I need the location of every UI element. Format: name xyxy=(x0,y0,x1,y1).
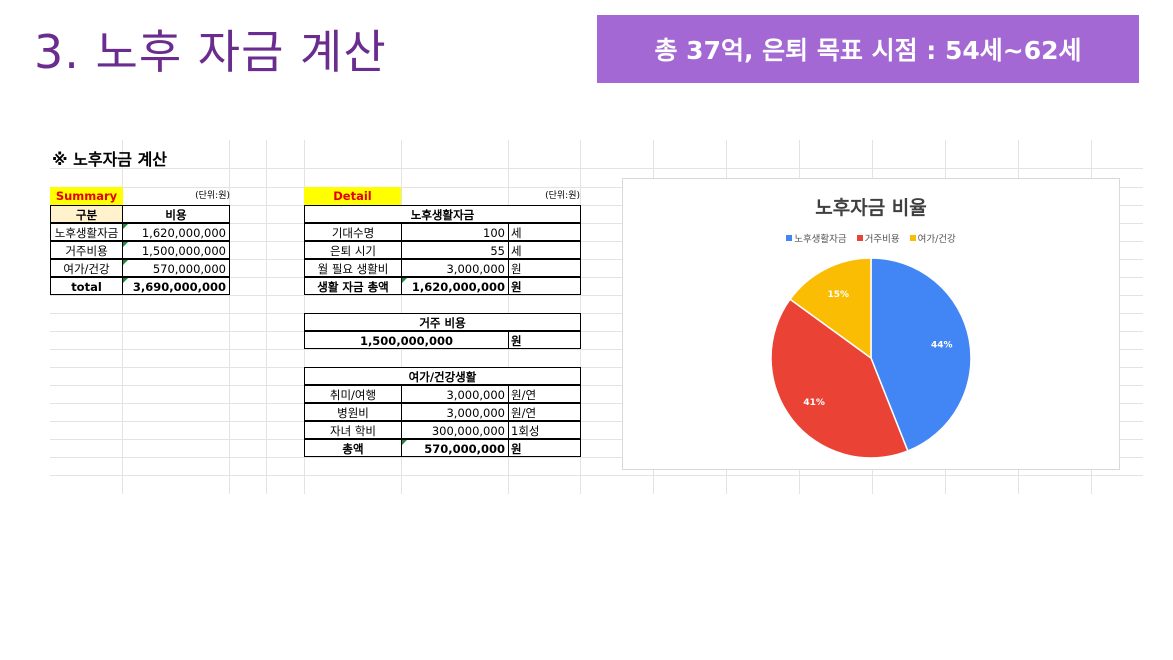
summary-header-category[interactable]: 구분 xyxy=(50,205,123,223)
legend-swatch xyxy=(856,235,863,241)
summary-total-name[interactable]: total xyxy=(50,277,123,295)
summary-total-value[interactable]: 3,690,000,000 xyxy=(122,277,230,295)
housing-unit[interactable]: 원 xyxy=(508,331,581,349)
summary-row-value[interactable]: 1,500,000,000 xyxy=(122,241,230,259)
pie-data-label: 15% xyxy=(828,290,850,300)
leisure-total-unit[interactable]: 원 xyxy=(508,439,581,457)
legend-item: 거주비용 xyxy=(856,231,900,245)
pie-chart[interactable]: 노후자금 비율 노후생활자금 거주비용 여가/건강 44% 41% 15% xyxy=(622,178,1120,470)
leisure-row-name[interactable]: 자녀 학비 xyxy=(304,421,402,439)
summary-label[interactable]: Summary xyxy=(50,187,123,205)
housing-header[interactable]: 거주 비용 xyxy=(304,313,581,331)
summary-unit[interactable]: (단위:원) xyxy=(195,191,230,201)
legend-label: 노후생활자금 xyxy=(794,234,847,245)
pie-plot: 44% 41% 15% xyxy=(770,257,972,459)
legend-label: 거주비용 xyxy=(864,234,900,245)
leisure-row-value[interactable]: 3,000,000 xyxy=(401,385,509,403)
pie-slice-housing[interactable] xyxy=(770,298,909,459)
living-row-value[interactable]: 55 xyxy=(401,241,509,259)
living-row-value[interactable]: 100 xyxy=(401,223,509,241)
leisure-row-name[interactable]: 병원비 xyxy=(304,403,402,421)
housing-value[interactable]: 1,500,000,000 xyxy=(304,331,509,349)
leisure-header[interactable]: 여가/건강생활 xyxy=(304,367,581,385)
pie-slice-living[interactable] xyxy=(870,257,972,452)
summary-header-cost[interactable]: 비용 xyxy=(122,205,230,223)
summary-row-name[interactable]: 여가/건강 xyxy=(50,259,123,277)
summary-row-name[interactable]: 거주비용 xyxy=(50,241,123,259)
summary-banner: 총 37억, 은퇴 목표 시점 : 54세~62세 xyxy=(597,15,1139,83)
summary-row-name[interactable]: 노후생활자금 xyxy=(50,223,123,241)
spreadsheet-area: ※ 노후자금 계산 Summary (단위:원) 구분 비용 노후생활자금 1,… xyxy=(50,140,1143,494)
slide-title: 3. 노후 자금 계산 xyxy=(34,25,387,79)
living-row-name[interactable]: 은퇴 시기 xyxy=(304,241,402,259)
chart-legend: 노후생활자금 거주비용 여가/건강 xyxy=(623,231,1119,245)
living-total-unit[interactable]: 원 xyxy=(508,277,581,295)
legend-swatch xyxy=(786,235,793,241)
living-row-unit[interactable]: 원 xyxy=(508,259,581,277)
leisure-row-unit[interactable]: 원/연 xyxy=(508,385,581,403)
living-row-unit[interactable]: 세 xyxy=(508,241,581,259)
summary-row-value[interactable]: 1,620,000,000 xyxy=(122,223,230,241)
leisure-row-value[interactable]: 300,000,000 xyxy=(401,421,509,439)
detail-unit[interactable]: (단위:원) xyxy=(545,191,580,201)
chart-title: 노후자금 비율 xyxy=(815,197,927,219)
detail-label[interactable]: Detail xyxy=(304,187,401,205)
pie-data-label: 41% xyxy=(803,398,825,408)
legend-swatch xyxy=(909,235,916,241)
leisure-row-value[interactable]: 3,000,000 xyxy=(401,403,509,421)
living-row-value[interactable]: 3,000,000 xyxy=(401,259,509,277)
legend-item: 노후생활자금 xyxy=(786,231,847,245)
pie-data-label: 44% xyxy=(931,341,953,351)
legend-label: 여가/건강 xyxy=(917,234,956,245)
living-total-name[interactable]: 생활 자금 총액 xyxy=(304,277,402,295)
summary-row-value[interactable]: 570,000,000 xyxy=(122,259,230,277)
leisure-total-name[interactable]: 총액 xyxy=(304,439,402,457)
living-row-name[interactable]: 기대수명 xyxy=(304,223,402,241)
living-total-value[interactable]: 1,620,000,000 xyxy=(401,277,509,295)
leisure-row-unit[interactable]: 원/연 xyxy=(508,403,581,421)
leisure-row-name[interactable]: 취미/여행 xyxy=(304,385,402,403)
sheet-title: ※ 노후자금 계산 xyxy=(52,150,168,169)
pie-slice-leisure[interactable] xyxy=(789,257,872,360)
living-row-unit[interactable]: 세 xyxy=(508,223,581,241)
leisure-row-unit[interactable]: 1회성 xyxy=(508,421,581,439)
legend-item: 여가/건강 xyxy=(909,231,956,245)
living-header[interactable]: 노후생활자금 xyxy=(304,205,581,223)
leisure-total-value[interactable]: 570,000,000 xyxy=(401,439,509,457)
living-row-name[interactable]: 월 필요 생활비 xyxy=(304,259,402,277)
